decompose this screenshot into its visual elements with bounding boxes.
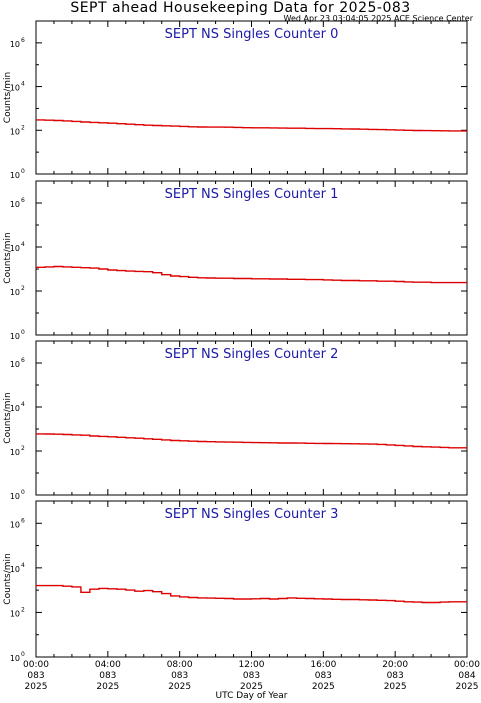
y-axis-label: Counts/min [3, 553, 13, 604]
y-tick-label-exponent: 4 [21, 81, 25, 88]
plot-frame [35, 20, 468, 175]
y-tick-label-base: 10 [10, 127, 20, 136]
x-tick-label-year: 2025 [312, 682, 335, 692]
plot-frame [35, 340, 468, 496]
x-tick-label-day: 083 [387, 671, 404, 681]
data-series-line [36, 584, 467, 604]
y-tick-label-base: 10 [10, 84, 20, 93]
x-tick-label-day: 083 [171, 671, 188, 681]
y-tick-label-base: 10 [10, 565, 20, 574]
x-tick-label-day: 083 [27, 671, 44, 681]
y-tick-label-exponent: 0 [21, 489, 25, 496]
y-tick-label-base: 10 [10, 360, 20, 369]
x-tick-label-year: 2025 [25, 682, 48, 692]
x-tick-label-day: 083 [99, 671, 116, 681]
x-tick-label-time: 20:00 [382, 660, 408, 670]
y-tick-label-base: 10 [10, 404, 20, 413]
x-tick-label-time: 16:00 [310, 660, 336, 670]
y-tick-label-exponent: 0 [21, 651, 25, 658]
y-tick-label-base: 10 [10, 288, 20, 297]
y-tick-label-base: 10 [10, 520, 20, 529]
plot-frame [35, 500, 468, 658]
y-axis-label: Counts/min [3, 392, 13, 443]
y-tick-label-exponent: 6 [21, 517, 25, 524]
y-tick-label-exponent: 6 [21, 357, 25, 364]
y-tick-label-exponent: 4 [21, 241, 25, 248]
y-tick-label-exponent: 2 [21, 445, 25, 452]
y-tick-label-base: 10 [10, 609, 20, 618]
x-tick-label-time: 08:00 [167, 660, 193, 670]
data-series-line [36, 119, 467, 132]
y-tick-label-base: 10 [10, 244, 20, 253]
y-tick-label-exponent: 2 [21, 606, 25, 613]
generation-timestamp: Wed Apr 23 03:04:05 2025 ACE Science Cen… [283, 14, 473, 23]
chart-main-title: SEPT ahead Housekeeping Data for 2025-08… [70, 0, 411, 16]
panel-title: SEPT NS Singles Counter 3 [165, 507, 339, 522]
y-tick-label-exponent: 4 [21, 401, 25, 408]
y-tick-label-exponent: 0 [21, 329, 25, 336]
y-tick-label-base: 10 [10, 448, 20, 457]
panel-title: SEPT NS Singles Counter 0 [165, 27, 339, 42]
x-tick-label-year: 2025 [240, 682, 263, 692]
y-tick-label-exponent: 6 [21, 37, 25, 44]
panel-title: SEPT NS Singles Counter 2 [165, 347, 339, 362]
x-tick-label-time: 12:00 [239, 660, 265, 670]
data-series-line [36, 265, 467, 284]
x-tick-label-day: 083 [315, 671, 332, 681]
panel-title: SEPT NS Singles Counter 1 [165, 187, 339, 202]
x-tick-label-year: 2025 [456, 682, 479, 692]
data-series-line [36, 433, 467, 449]
y-tick-label-exponent: 4 [21, 562, 25, 569]
x-tick-label-day: 084 [458, 671, 475, 681]
y-axis-label: Counts/min [3, 232, 13, 283]
plot-frame [35, 180, 468, 336]
y-tick-label-base: 10 [10, 40, 20, 49]
y-tick-label-base: 10 [10, 171, 20, 180]
x-tick-label-time: 04:00 [95, 660, 121, 670]
y-tick-label-base: 10 [10, 654, 20, 663]
x-tick-label-year: 2025 [384, 682, 407, 692]
y-tick-label-base: 10 [10, 332, 20, 341]
y-tick-label-exponent: 2 [21, 285, 25, 292]
x-tick-label-day: 083 [243, 671, 260, 681]
x-tick-label-time: 00:00 [23, 660, 49, 670]
y-tick-label-base: 10 [10, 200, 20, 209]
y-tick-label-exponent: 6 [21, 197, 25, 204]
y-axis-label: Counts/min [3, 72, 13, 123]
y-tick-label-exponent: 0 [21, 168, 25, 175]
y-tick-label-base: 10 [10, 492, 20, 501]
x-tick-label-year: 2025 [96, 682, 119, 692]
x-tick-label-time: 00:00 [454, 660, 480, 670]
x-tick-label-year: 2025 [168, 682, 191, 692]
y-tick-label-exponent: 2 [21, 124, 25, 131]
x-axis-label: UTC Day of Year [216, 691, 288, 701]
